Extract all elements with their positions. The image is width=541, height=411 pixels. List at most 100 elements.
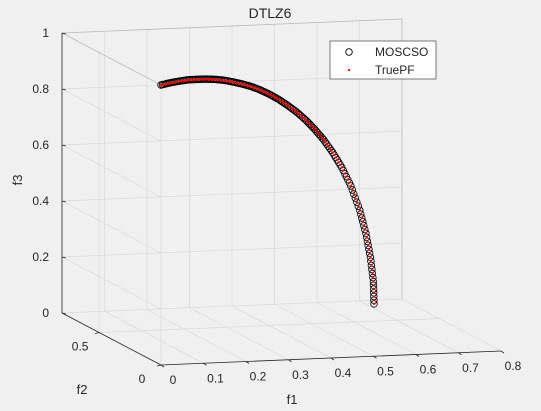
x-tick-mark: [415, 354, 420, 357]
z-tick-label: 0.8: [32, 82, 49, 96]
floor-gridline-x: [401, 298, 502, 352]
x-tick-label: 0.3: [292, 368, 309, 382]
z-tick-label: 0.4: [32, 194, 49, 208]
moscso-point: [357, 210, 365, 218]
moscso-point: [354, 202, 362, 210]
y-tick-mark: [156, 364, 162, 367]
truepf-point: [330, 149, 333, 152]
truepf-point: [322, 138, 325, 141]
moscso-point: [360, 221, 368, 230]
floor-gridline-x: [231, 305, 332, 359]
z-ticks: 0 0.2 0.4 0.6 0.8 1: [32, 26, 67, 320]
z-tick-mark: [61, 256, 67, 259]
truepf-point: [321, 137, 324, 140]
truepf-point: [357, 205, 360, 208]
truepf-point: [368, 252, 371, 255]
box-edge: [61, 32, 162, 86]
truepf-point: [310, 125, 313, 128]
x-tick-mark: [245, 361, 250, 364]
floor-gridline-x: [189, 307, 289, 361]
z-tick-mark: [61, 88, 67, 91]
truepf-point: [369, 256, 372, 259]
side-gridline-z: [61, 200, 162, 254]
truepf-point: [361, 220, 364, 223]
z-tick-label: 1: [42, 26, 49, 40]
truepf-point: [346, 178, 349, 181]
truepf-point: [355, 201, 358, 204]
truepf-point: [364, 232, 367, 235]
x-tick-label: 0.6: [420, 363, 437, 377]
x-tick-mark: [500, 350, 505, 354]
x-tick-label: 0.7: [462, 361, 479, 375]
truepf-point: [369, 260, 372, 263]
truepf-point: [328, 147, 331, 150]
truepf-point: [300, 114, 303, 117]
truepf-point: [170, 81, 173, 84]
truepf-point: [334, 156, 337, 159]
truepf-point: [337, 161, 340, 164]
x-tick-label: 0.8: [505, 359, 522, 373]
floor-gridline-x: [359, 300, 459, 354]
legend-box: [329, 40, 437, 80]
truepf-point: [316, 131, 319, 134]
truepf-point: [324, 140, 327, 144]
moscso-point: [347, 182, 355, 190]
legend-label-truepf: TruePF: [375, 63, 415, 77]
x-ticks: 0 0.1 0.2 0.3 0.4 0.5 0.6 0.7 0.8: [160, 350, 522, 387]
moscso-point: [359, 218, 367, 226]
x-tick-label: 0.4: [335, 366, 352, 380]
truepf-point: [343, 172, 346, 175]
moscso-point: [361, 225, 369, 234]
legend-marker-moscso: [345, 48, 353, 56]
truepf-point: [307, 121, 310, 125]
x-tick-label: 0.1: [207, 371, 224, 385]
truepf-point: [319, 135, 322, 138]
legend-label-moscso: MOSCSO: [375, 45, 428, 59]
truepf-point: [363, 228, 366, 231]
floor-gridline-x: [316, 302, 417, 355]
floor-gridline-x: [146, 309, 247, 362]
y-tick-label: 0: [139, 372, 146, 386]
x-tick-label: 0: [170, 373, 177, 387]
truepf-point: [367, 248, 370, 251]
series-moscso: [157, 75, 378, 308]
truepf-point: [333, 153, 336, 157]
floor-gridline-x: [274, 303, 374, 357]
side-gridline-z: [61, 256, 162, 310]
truepf-point: [352, 192, 355, 196]
truepf-point: [303, 117, 306, 120]
truepf-point: [339, 163, 342, 166]
truepf-point: [370, 264, 373, 267]
y-tick-label: 0.5: [72, 340, 89, 354]
truepf-point: [318, 133, 321, 136]
truepf-point: [348, 181, 351, 184]
legend-marker-truepf: [347, 68, 351, 72]
x-tick-mark: [203, 362, 207, 366]
truepf-point: [309, 123, 312, 126]
truepf-point: [340, 166, 343, 169]
chart-title: DTLZ6: [249, 5, 292, 21]
y-ticks: 00.5: [72, 332, 162, 386]
truepf-point: [313, 128, 316, 131]
side-gridline-z: [61, 88, 162, 142]
z-tick-label: 0.6: [32, 138, 49, 152]
truepf-point: [365, 236, 368, 239]
truepf-point: [345, 175, 348, 178]
truepf-point: [194, 78, 197, 81]
truepf-point: [295, 110, 298, 114]
truepf-point: [325, 143, 328, 146]
truepf-point: [331, 151, 334, 154]
truepf-point: [290, 107, 294, 110]
truepf-point: [286, 104, 289, 107]
truepf-point: [360, 216, 363, 220]
truepf-point: [327, 145, 330, 148]
truepf-point: [366, 240, 369, 243]
z-tick-label: 0: [42, 306, 49, 320]
series-truepf: [159, 78, 376, 305]
truepf-point: [372, 299, 375, 302]
legend[interactable]: MOSCSO TruePF: [329, 40, 437, 80]
moscso-point: [336, 161, 344, 169]
truepf-point: [370, 268, 373, 271]
y-tick-mark: [95, 332, 100, 334]
back-gridline-z: [61, 242, 403, 258]
